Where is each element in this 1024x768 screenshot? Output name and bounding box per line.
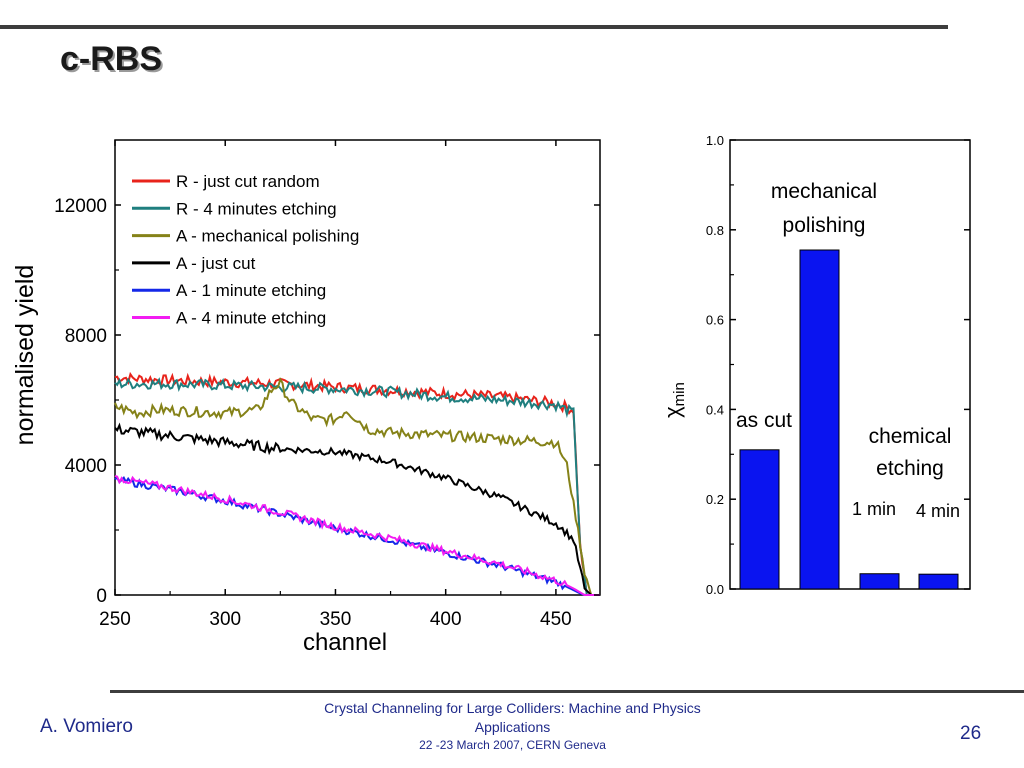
top-rule: [0, 25, 948, 29]
line-chart-legend: R - just cut random R - 4 minutes etching…: [132, 172, 359, 328]
line-chart-x-label: channel: [303, 629, 387, 656]
line-chart-series: [114, 371, 600, 596]
series-line-5: [114, 474, 600, 596]
series-line-2: [114, 376, 600, 596]
legend-label-3: A - just cut: [176, 254, 256, 273]
annotation-chemical-etching-line-2: etching: [876, 457, 944, 480]
annotation-4-min: 4 min: [916, 501, 960, 521]
y-tick-label-2: 8000: [65, 326, 107, 347]
series-line-3: [114, 422, 600, 596]
legend-label-2: A - mechanical polishing: [176, 227, 359, 246]
legend-label-1: R - 4 minutes etching: [176, 199, 337, 218]
series-line-4: [114, 475, 600, 596]
bar-y-tick-label-0: 0.0: [706, 582, 724, 597]
y-tick-label-3: 12000: [54, 196, 107, 217]
bar-chart-y-label-main: χ: [660, 406, 685, 418]
page-number: 26: [960, 723, 982, 744]
bar-chart-y-ticks: 0.0 0.2 0.4 0.6 0.8 1.0: [706, 133, 970, 597]
series-line-0: [114, 371, 600, 596]
x-tick-label-0: 250: [99, 609, 131, 630]
bar-y-tick-label-5: 1.0: [706, 133, 724, 148]
conference-name: Crystal Channeling for Large Colliders: …: [324, 700, 701, 735]
series-line-1: [114, 377, 600, 596]
line-chart-frame: [114, 139, 601, 596]
bar-y-tick-label-1: 0.2: [706, 492, 724, 507]
annotation-mechanical-polishing: mechanical polishing: [771, 180, 877, 237]
x-tick-label-3: 400: [430, 609, 462, 630]
x-tick-label-1: 300: [209, 609, 241, 630]
bar-chart-bars: [739, 249, 959, 590]
bottom-rule: [110, 690, 1024, 693]
annotation-chemical-etching-line-1: chemical: [869, 425, 952, 448]
bar-chart: 0.0 0.2 0.4 0.6 0.8 1.0 χmin as cut mechanica…: [660, 133, 971, 597]
annotation-1-min: 1 min: [852, 499, 896, 519]
legend-label-4: A - 1 minute etching: [176, 281, 326, 300]
bar-1: [799, 249, 840, 590]
bar-y-tick-label-3: 0.6: [706, 313, 724, 328]
conference-date-place: 22 -23 March 2007, CERN Geneva: [419, 738, 606, 752]
y-tick-label-1: 4000: [65, 456, 107, 477]
annotation-chemical-etching: chemical etching: [869, 425, 952, 480]
bar-y-tick-label-4: 0.8: [706, 223, 724, 238]
author-name: A. Vomiero: [40, 716, 133, 737]
annotation-as-cut: as cut: [736, 409, 792, 432]
x-tick-label-4: 450: [540, 609, 572, 630]
legend-label-0: R - just cut random: [176, 172, 320, 191]
line-chart-y-label: normalised yield: [11, 265, 39, 446]
y-tick-label-0: 0: [96, 586, 107, 607]
x-tick-label-2: 350: [320, 609, 352, 630]
bar-chart-y-label: χmin: [660, 382, 688, 418]
line-chart-y-ticks: 0 4000 8000 12000: [54, 196, 600, 607]
line-chart: 250 300 350 400 450 0 4000 8000 12000 R - just …: [11, 139, 601, 656]
annotation-mechanical-polishing-line-2: polishing: [783, 214, 866, 237]
bar-0: [739, 449, 780, 590]
slide-title: c-RBS: [60, 40, 163, 78]
bar-2: [859, 573, 900, 590]
bar-chart-y-label-sub: min: [671, 382, 688, 406]
legend-label-5: A - 4 minute etching: [176, 309, 326, 328]
bar-y-tick-label-2: 0.4: [706, 402, 724, 417]
bar-3: [918, 573, 959, 590]
annotation-mechanical-polishing-line-1: mechanical: [771, 180, 877, 203]
line-chart-x-ticks: 250 300 350 400 450: [99, 140, 572, 630]
conference-info: Crystal Channeling for Large Colliders: …: [300, 699, 725, 753]
